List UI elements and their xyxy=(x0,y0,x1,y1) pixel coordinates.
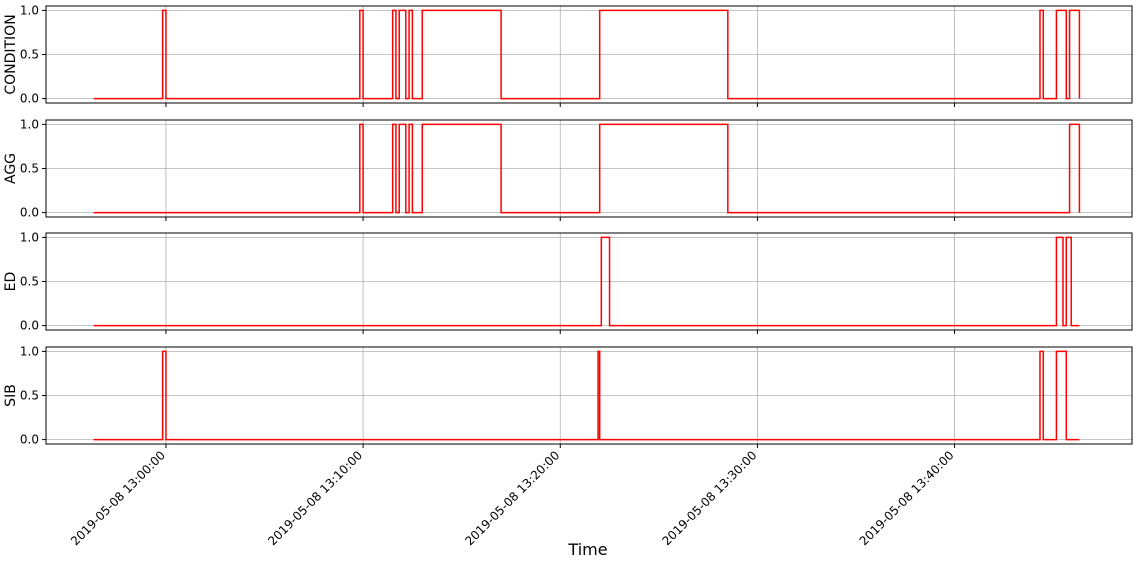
x-tick-label: 2019-05-08 13:20:00 xyxy=(462,448,562,548)
y-tick-label: 0.5 xyxy=(20,162,39,176)
y-axis-title: SIB xyxy=(3,384,19,407)
y-tick-label: 0.0 xyxy=(20,206,39,220)
subplot-agg: 0.0 0.5 1.0 AGG xyxy=(3,117,1133,221)
y-axis-title: ED xyxy=(3,272,19,292)
x-axis-title: Time xyxy=(567,540,607,559)
y-tick-label: 0.0 xyxy=(20,92,39,106)
x-tick-label: 2019-05-08 13:10:00 xyxy=(265,448,365,548)
subplot-ed: 0.0 0.5 1.0 ED xyxy=(3,230,1133,334)
y-tick-label: 0.5 xyxy=(20,48,39,62)
y-axis-title: CONDITION xyxy=(3,14,19,94)
y-axis-title: AGG xyxy=(3,153,19,184)
y-tick-label: 1.0 xyxy=(20,344,39,358)
y-tick-label: 1.0 xyxy=(20,3,39,17)
series-line-agg xyxy=(93,123,1081,214)
series-line-condition xyxy=(93,9,1081,100)
x-axis: 2019-05-08 13:00:00 2019-05-08 13:10:00 20… xyxy=(68,448,957,548)
subplot-sib: 0.0 0.5 1.0 SIB xyxy=(3,344,1133,448)
x-tick-label: 2019-05-08 13:00:00 xyxy=(68,448,168,548)
y-tick-label: 0.0 xyxy=(20,433,39,447)
y-tick-label: 0.5 xyxy=(20,389,39,403)
y-tick-label: 1.0 xyxy=(20,230,39,244)
series-line-sib xyxy=(93,350,1080,441)
series-line-ed xyxy=(93,236,1080,327)
x-tick-label: 2019-05-08 13:30:00 xyxy=(660,448,760,548)
y-tick-label: 0.5 xyxy=(20,275,39,289)
subplot-panels: 0.00.51.0CONDITION0.00.51.0AGG0.00.51.0E… xyxy=(3,3,1133,448)
y-tick-label: 1.0 xyxy=(20,117,39,131)
x-tick-label: 2019-05-08 13:40:00 xyxy=(857,448,957,548)
y-tick-label: 0.0 xyxy=(20,319,39,333)
